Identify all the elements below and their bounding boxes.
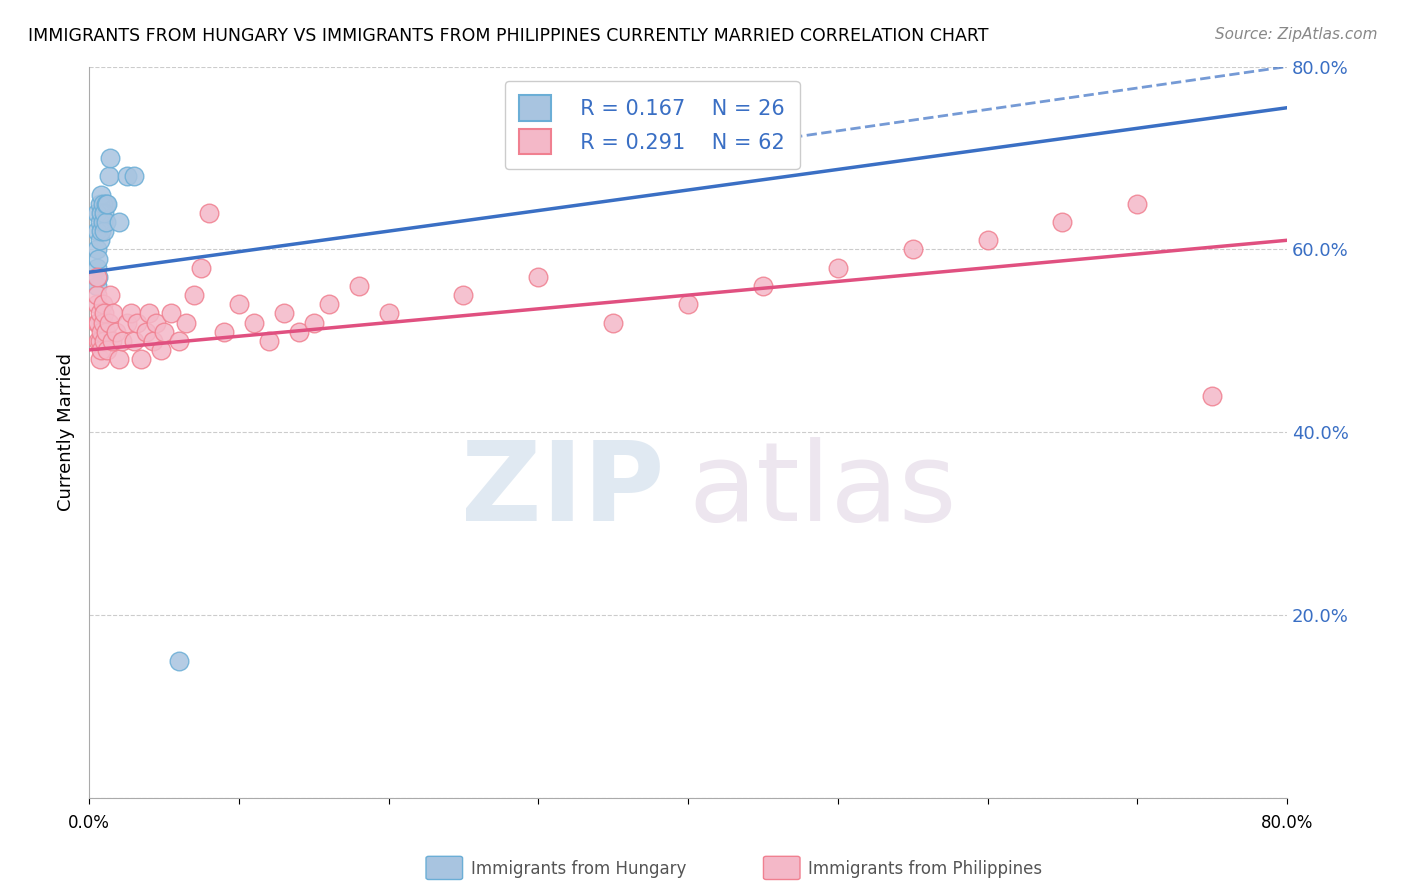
Point: [89, 233, 111, 247]
Point: [93, 334, 115, 348]
Point: [86, 269, 108, 284]
Point: [91, 215, 114, 229]
Point: [97, 316, 120, 330]
Point: [86, 288, 108, 302]
Point: [101, 306, 124, 320]
Point: [93, 306, 115, 320]
Point: [115, 316, 138, 330]
Point: [89, 334, 111, 348]
Point: [86, 206, 108, 220]
Point: [228, 297, 250, 311]
Point: [86, 260, 108, 275]
Point: [94, 325, 117, 339]
Point: [676, 297, 699, 311]
Point: [87, 269, 110, 284]
Point: [318, 297, 340, 311]
Point: [90, 325, 112, 339]
Point: [94, 215, 117, 229]
Point: [96, 196, 118, 211]
Text: atlas: atlas: [688, 437, 956, 544]
Point: [89, 352, 111, 367]
Point: [131, 352, 153, 367]
Point: [86, 316, 108, 330]
Point: [108, 352, 131, 367]
Point: [87, 316, 110, 330]
Point: [94, 196, 117, 211]
Text: 80.0%: 80.0%: [1261, 814, 1313, 832]
Point: [96, 343, 118, 357]
Point: [108, 215, 131, 229]
Point: [212, 325, 235, 339]
Point: [91, 297, 114, 311]
Point: [167, 654, 190, 668]
Point: [105, 325, 128, 339]
Point: [287, 325, 309, 339]
Point: [87, 252, 110, 266]
Point: [98, 288, 121, 302]
Point: [377, 306, 399, 320]
Point: [135, 325, 157, 339]
Point: [86, 279, 108, 293]
Point: [86, 243, 108, 257]
Point: [91, 316, 114, 330]
Point: [976, 233, 998, 247]
Point: [90, 187, 112, 202]
Text: ZIP: ZIP: [461, 437, 664, 544]
Point: [153, 325, 176, 339]
Point: [111, 334, 134, 348]
Point: [86, 224, 108, 238]
Text: Immigrants from Hungary: Immigrants from Hungary: [471, 860, 686, 878]
Point: [347, 279, 370, 293]
Point: [86, 297, 108, 311]
Point: [901, 243, 924, 257]
Point: [97, 169, 120, 184]
Point: [273, 306, 295, 320]
Point: [125, 316, 148, 330]
Point: [198, 206, 221, 220]
Point: [176, 316, 198, 330]
Point: [1052, 215, 1074, 229]
Point: [302, 316, 325, 330]
Point: [91, 196, 114, 211]
Point: [167, 334, 190, 348]
Text: 0.0%: 0.0%: [67, 814, 110, 832]
Point: [149, 343, 172, 357]
Point: [89, 306, 111, 320]
Point: [93, 206, 115, 220]
Point: [527, 269, 550, 284]
Point: [145, 316, 167, 330]
Point: [90, 343, 112, 357]
Point: [90, 224, 112, 238]
Point: [89, 215, 111, 229]
Point: [138, 306, 160, 320]
Point: [190, 260, 212, 275]
Point: [120, 306, 142, 320]
Point: [93, 224, 115, 238]
Point: [243, 316, 266, 330]
Point: [122, 334, 145, 348]
Text: Immigrants from Philippines: Immigrants from Philippines: [808, 860, 1043, 878]
Point: [100, 334, 122, 348]
Point: [90, 206, 112, 220]
Point: [98, 151, 121, 165]
Point: [89, 196, 111, 211]
Point: [122, 169, 145, 184]
Point: [183, 288, 205, 302]
Point: [160, 306, 183, 320]
Y-axis label: Currently Married: Currently Married: [58, 353, 75, 511]
Point: [257, 334, 280, 348]
Text: Source: ZipAtlas.com: Source: ZipAtlas.com: [1215, 27, 1378, 42]
Point: [1201, 389, 1223, 403]
Point: [1126, 196, 1149, 211]
Point: [87, 334, 110, 348]
Point: [827, 260, 849, 275]
Point: [602, 316, 624, 330]
Legend:   R = 0.167    N = 26,   R = 0.291    N = 62: R = 0.167 N = 26, R = 0.291 N = 62: [505, 80, 800, 169]
Point: [142, 334, 165, 348]
Text: IMMIGRANTS FROM HUNGARY VS IMMIGRANTS FROM PHILIPPINES CURRENTLY MARRIED CORRELA: IMMIGRANTS FROM HUNGARY VS IMMIGRANTS FR…: [28, 27, 988, 45]
Point: [453, 288, 475, 302]
Point: [752, 279, 775, 293]
Point: [115, 169, 138, 184]
